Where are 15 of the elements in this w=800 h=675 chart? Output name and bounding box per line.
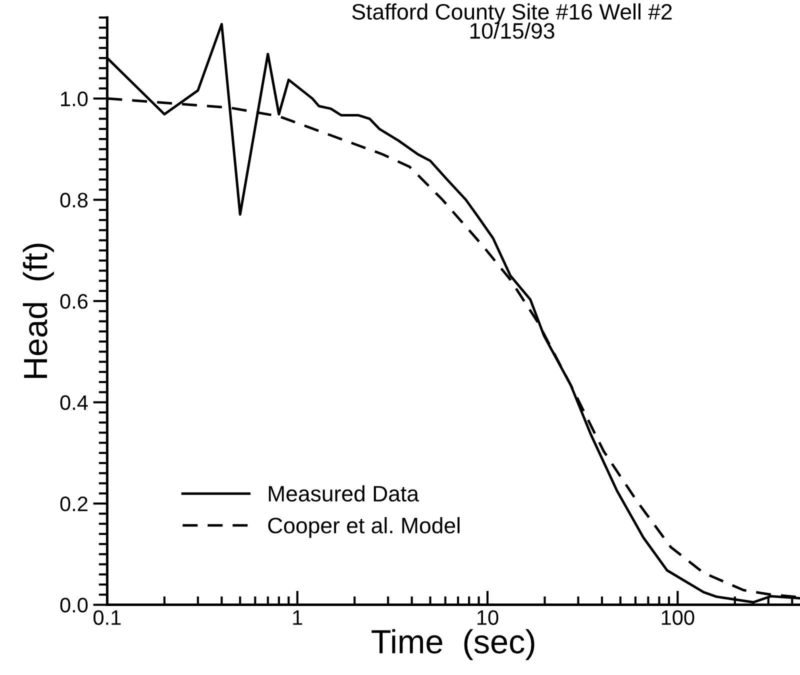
x-tick-label: 1 <box>293 610 302 625</box>
x-tick-label: 10 <box>478 610 498 625</box>
x-tick-label: 100 <box>662 610 694 625</box>
x-axis-title: Time (sec) <box>372 629 534 660</box>
y-tick-label: 0.8 <box>60 192 88 208</box>
y-tick-label: 0.0 <box>60 598 88 613</box>
chart-title: Stafford County Site #16 Well #2 10/15/93 <box>352 3 672 39</box>
y-tick-label: 0.6 <box>60 294 88 309</box>
legend-label: Measured Data <box>268 485 419 502</box>
x-tick-label: 0.1 <box>94 610 121 625</box>
y-tick-label: 0.4 <box>60 395 88 410</box>
y-axis-title: Head (ft) <box>22 244 54 378</box>
y-tick-label: 1.0 <box>61 92 88 106</box>
y-tick-label: 0.2 <box>60 496 88 512</box>
legend-label: Cooper et al. Model <box>268 517 460 538</box>
